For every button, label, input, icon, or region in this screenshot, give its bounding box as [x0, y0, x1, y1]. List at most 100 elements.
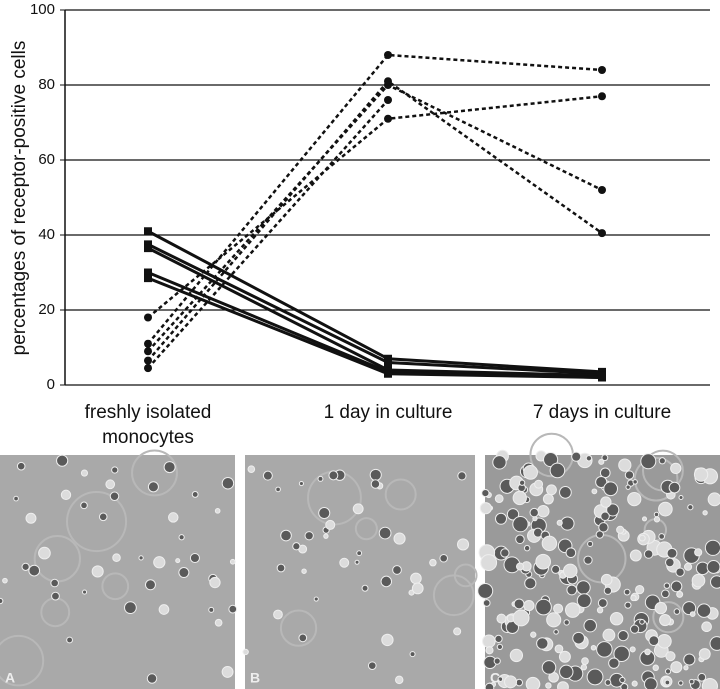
cell: [606, 503, 620, 517]
cell: [411, 582, 424, 595]
cell: [707, 492, 720, 507]
cell: [643, 549, 654, 559]
cell: [80, 501, 88, 510]
cell: [663, 582, 671, 589]
cell: [175, 558, 181, 564]
cell: [477, 582, 494, 599]
cell: [623, 588, 631, 596]
cell: [596, 606, 604, 614]
cell: [688, 678, 695, 685]
cell: [298, 633, 308, 643]
ring: [354, 517, 378, 541]
cell: [325, 519, 336, 530]
cell: [515, 534, 525, 545]
cell: [664, 668, 672, 675]
cell: [214, 618, 223, 627]
cell: [144, 579, 156, 591]
cell: [603, 586, 613, 595]
cell: [512, 609, 530, 627]
cell: [221, 477, 235, 490]
cell: [98, 512, 108, 522]
cell: [545, 682, 552, 689]
cell: [367, 661, 377, 670]
cell: [670, 462, 682, 475]
marker: [598, 92, 606, 101]
cell: [576, 593, 592, 609]
cell: [380, 575, 393, 588]
cell: [683, 653, 696, 666]
marker: [144, 274, 152, 283]
cell: [556, 519, 563, 526]
cell: [147, 481, 159, 493]
cell: [318, 506, 331, 520]
cell: [191, 491, 199, 498]
cell: [525, 676, 541, 689]
cell: [504, 675, 518, 689]
cell: [189, 552, 200, 564]
cell: [153, 556, 166, 569]
cell: [352, 503, 364, 515]
marker: [144, 347, 152, 356]
cell: [664, 679, 671, 686]
cell: [523, 464, 538, 480]
cell: [543, 452, 559, 468]
cell: [653, 511, 660, 518]
marker: [144, 356, 152, 365]
ring: [432, 574, 475, 617]
cell: [675, 567, 685, 577]
marker: [598, 186, 606, 194]
cell: [629, 624, 640, 634]
cell: [50, 578, 59, 588]
cell: [600, 573, 613, 586]
cell: [661, 589, 670, 599]
cell: [638, 534, 646, 542]
cell: [163, 461, 176, 474]
marker: [384, 77, 392, 86]
cell: [328, 470, 339, 481]
ring: [384, 478, 417, 511]
marker: [384, 114, 392, 123]
cell: [600, 496, 612, 508]
cell: [596, 641, 613, 658]
cell: [494, 634, 503, 643]
cell: [709, 636, 720, 651]
cell: [657, 633, 672, 649]
marker: [144, 244, 152, 253]
cell: [51, 591, 60, 601]
cell: [618, 458, 632, 472]
cell: [109, 491, 120, 501]
cell: [497, 676, 504, 682]
cell: [581, 657, 589, 665]
cell: [280, 529, 292, 542]
cell: [38, 546, 51, 560]
cell: [683, 665, 689, 671]
cell: [603, 481, 619, 497]
cell: [617, 630, 629, 642]
cell: [16, 461, 26, 471]
cell: [292, 542, 301, 551]
cell: [694, 548, 703, 557]
cell: [453, 627, 462, 636]
panel-label: B: [250, 670, 260, 686]
ring: [633, 456, 679, 502]
cell: [509, 648, 524, 663]
marker: [384, 358, 392, 367]
marker: [598, 229, 606, 238]
cell: [546, 612, 562, 628]
y-tick-label: 60: [38, 151, 55, 168]
cell: [640, 453, 657, 470]
cell: [632, 479, 638, 485]
marker: [598, 66, 606, 74]
cell: [66, 636, 73, 644]
cell: [536, 637, 549, 650]
x-tick-label: 1 day in culture: [323, 402, 453, 423]
cell: [492, 455, 507, 470]
cell: [60, 489, 72, 501]
cell: [354, 559, 360, 565]
cell: [689, 611, 696, 617]
cell: [56, 454, 69, 467]
cell: [378, 526, 392, 540]
cell: [481, 488, 490, 498]
cell: [644, 648, 651, 656]
